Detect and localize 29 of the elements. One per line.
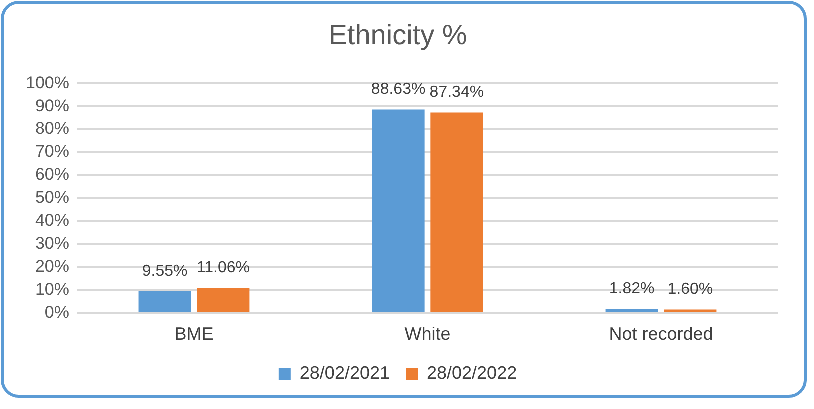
y-tick-label: 0% [44,303,70,322]
data-label: 1.82% [609,280,655,298]
legend-label: 28/02/2021 [300,362,390,383]
bar [372,110,425,312]
x-tick-label: White [404,324,451,344]
data-label: 1.60% [668,281,714,298]
data-label: 88.63% [371,81,426,98]
y-tick-label: 70% [35,142,70,162]
y-tick-label: 10% [35,280,70,300]
data-label: 9.55% [142,262,188,280]
y-tick-label: 50% [35,188,70,208]
y-tick-label: 80% [35,119,70,138]
data-label: 11.06% [196,259,250,276]
y-tick-label: 100% [26,73,70,92]
bar [664,310,717,312]
bar [606,309,658,312]
legend-label: 28/02/2022 [427,362,518,383]
bar [197,288,250,312]
y-tick-label: 40% [35,211,70,230]
x-tick-label: Not recorded [609,324,714,344]
data-label: 87.34% [430,84,484,102]
y-tick-label: 90% [35,96,70,116]
bar [138,291,192,312]
x-tick-label: BME [174,324,214,344]
bar [430,112,484,312]
y-tick-label: 60% [35,165,70,184]
chart-title: Ethnicity % [328,20,468,51]
y-tick-label: 20% [35,257,70,276]
y-tick-label: 30% [35,234,70,254]
